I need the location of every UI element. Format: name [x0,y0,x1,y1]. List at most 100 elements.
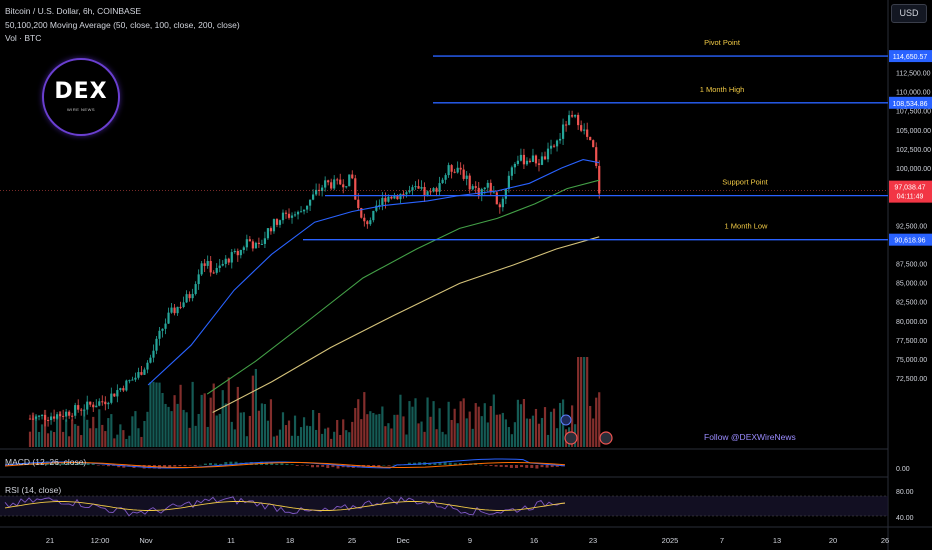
candle-body [462,169,465,179]
candle-body [167,312,170,324]
candle-body [233,250,236,253]
currency-button[interactable]: USD [891,4,927,23]
candle-body [152,350,155,358]
rsi-axis-label: 40.00 [896,515,914,522]
candle-body [134,377,137,380]
candle-body [230,252,233,263]
macd-histogram-bar [550,465,554,468]
macd-histogram-bar [367,465,371,467]
candle-body [245,239,248,248]
candle-body [381,197,384,206]
price-tick-label: 100,000.00 [896,166,931,173]
volume-bar [254,368,257,447]
candle-body [296,211,300,215]
volume-bar [158,382,161,447]
price-tick-label: 112,500.00 [896,71,931,78]
volume-bar [215,415,218,447]
volume-bar [462,398,465,447]
macd-histogram-bar [448,462,452,465]
candle-body [483,187,486,190]
macd-histogram-bar [76,462,80,465]
volume-bar [540,417,544,447]
volume-bar [104,431,107,447]
candle-body [194,284,197,294]
symbol-title: Bitcoin / U.S. Dollar, 6h, COINBASE [5,6,142,16]
candle-body [435,188,438,192]
macd-histogram-bar [71,463,75,465]
candle-body [387,196,390,202]
candle-body [242,247,245,250]
candle-body [561,124,565,139]
volume-bar [167,406,170,447]
volume-bar [580,357,583,447]
macd-histogram-bar [382,464,386,466]
volume-bar [525,418,529,447]
volume-bar [330,438,333,447]
macd-histogram-bar [535,465,539,469]
volume-bar [164,403,167,447]
candle-body [498,204,501,208]
candle-body [411,187,414,191]
volume-bar [522,399,526,447]
volume-bar [571,405,574,447]
candle-body [321,187,324,191]
level-label: Pivot Point [704,38,741,47]
candle-body [110,393,113,403]
volume-bar [245,436,248,447]
us-flag-icon [564,431,578,445]
volume-bar [477,406,480,447]
volume-bar [293,415,297,447]
ma50-line [147,159,600,386]
macd-legend: MACD (12, 26, close) [5,457,87,467]
candle-body [221,263,224,266]
volume-bar [170,411,173,447]
date-tick-label: 12:00 [91,536,110,545]
volume-bar [378,413,381,447]
date-tick-label: 18 [286,536,294,545]
candle-body [302,209,306,212]
volume-bar [197,413,200,447]
macd-histogram-bar [311,465,314,468]
candle-body [492,192,495,194]
volume-bar [381,406,384,447]
volume-bar [191,381,194,447]
candle-body [251,241,254,249]
candle-body [336,179,339,181]
candle-body [571,115,574,117]
candle-body [528,160,532,162]
candle-body [456,167,459,173]
volume-bar [137,428,140,447]
volume-bar [534,408,538,447]
macd-histogram-bar [336,465,340,469]
macd-histogram-bar [96,465,100,466]
candle-body [149,357,152,363]
volume-bar [399,394,402,447]
macd-histogram-bar [183,465,187,467]
volume-bar [260,403,264,447]
volume-bar [95,428,98,447]
date-tick-label: 25 [348,536,356,545]
candle-body [287,213,291,218]
volume-bar [456,423,459,447]
volume-bar [429,416,432,447]
macd-histogram-bar [198,464,202,466]
level-price-tag [889,50,932,63]
candle-body [95,405,98,408]
candle-body [390,196,393,199]
volume-bar [516,399,520,447]
macd-histogram-bar [545,465,549,468]
volume-bar [480,416,483,447]
volume-bar [438,408,441,447]
macd-histogram-bar [117,465,121,468]
volume-bar [257,410,260,447]
candle-body [143,369,146,375]
volume-bar [251,375,254,447]
level-price-tag-text: 114,650.57 [893,54,928,61]
volume-bar [318,412,321,447]
macd-histogram-bar [219,463,223,465]
candle-body [568,115,571,125]
candle-body [116,390,119,397]
volume-bar [396,414,399,447]
macd-histogram-bar [229,461,233,465]
